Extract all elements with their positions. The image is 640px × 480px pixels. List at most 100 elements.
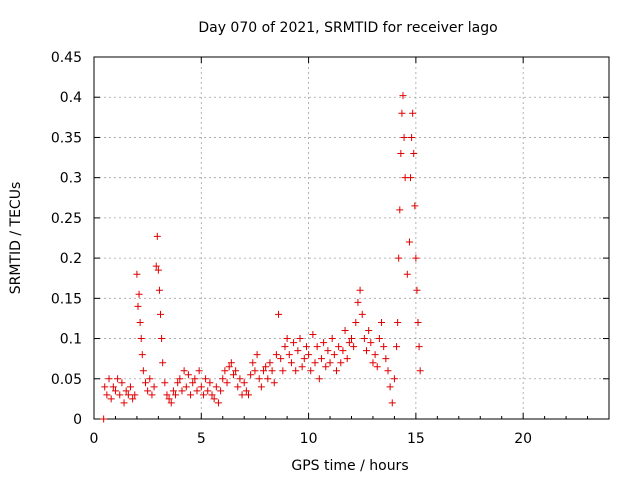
data-point (315, 375, 323, 383)
data-point (416, 367, 424, 375)
data-point (234, 383, 242, 391)
data-point (131, 391, 139, 399)
data-point (337, 359, 345, 367)
data-point (313, 343, 321, 351)
data-point (378, 318, 386, 326)
data-point (129, 395, 137, 403)
data-point (157, 310, 165, 318)
data-point (208, 391, 216, 399)
data-point (307, 367, 315, 375)
data-point (268, 367, 276, 375)
data-point (240, 379, 248, 387)
data-point (167, 399, 175, 407)
data-point (158, 335, 166, 343)
data-point (114, 375, 122, 383)
y-tick-label: 0.25 (51, 211, 82, 227)
data-point (363, 347, 371, 355)
data-point (393, 343, 401, 351)
x-tick-label: 20 (514, 431, 532, 447)
y-tick-label: 0.35 (51, 130, 82, 146)
data-point (247, 371, 255, 379)
x-axis: 0 5 10 15 20 (90, 57, 589, 447)
data-point (251, 367, 259, 375)
data-point (311, 359, 319, 367)
data-point (217, 387, 225, 395)
data-point (107, 395, 115, 403)
data-point (369, 359, 377, 367)
chart-title: Day 070 of 2021, SRMTID for receiver lag… (198, 20, 497, 36)
data-point (343, 355, 351, 363)
data-point (176, 375, 184, 383)
data-point (152, 262, 160, 270)
data-point (396, 206, 404, 214)
data-point (394, 318, 402, 326)
data-point (411, 202, 419, 210)
data-point (236, 375, 244, 383)
data-point (202, 375, 210, 383)
data-point (260, 367, 268, 375)
data-point (255, 375, 263, 383)
data-point (360, 335, 368, 343)
data-point (124, 391, 132, 399)
data-point (154, 266, 162, 274)
data-point (365, 327, 373, 335)
data-point (332, 367, 340, 375)
data-point (300, 355, 308, 363)
data-point (264, 375, 272, 383)
data-point (356, 286, 364, 294)
data-point (199, 391, 207, 399)
data-point (272, 351, 280, 359)
data-point (407, 174, 415, 182)
data-point (266, 359, 274, 367)
data-point (375, 335, 383, 343)
x-axis-label: GPS time / hours (291, 458, 408, 474)
data-point (223, 379, 231, 387)
data-point (354, 298, 362, 306)
y-axis: 0 0.05 0.1 0.15 0.2 0.25 0.3 0.35 0.4 0.45 (51, 50, 609, 428)
data-point (395, 254, 403, 262)
data-point (386, 383, 394, 391)
data-point (352, 318, 360, 326)
data-point (371, 351, 379, 359)
data-point (253, 351, 261, 359)
data-point (348, 335, 355, 343)
y-tick-label: 0 (73, 412, 82, 428)
data-point (219, 375, 227, 383)
data-point (116, 391, 124, 399)
data-point (120, 399, 128, 407)
data-point (238, 391, 246, 399)
data-point (367, 339, 375, 347)
data-point (189, 379, 197, 387)
data-point (103, 391, 111, 399)
data-point (380, 343, 388, 351)
data-point (388, 399, 396, 407)
data-point (408, 133, 416, 141)
data-point (403, 270, 411, 278)
y-axis-label: SRMTID / TECUs (8, 182, 24, 295)
data-point (210, 395, 218, 403)
data-point (373, 363, 381, 371)
data-point (390, 375, 398, 383)
data-point (399, 92, 407, 100)
data-point (330, 351, 338, 359)
y-tick-label: 0.05 (51, 372, 82, 388)
data-point (283, 335, 291, 343)
data-point (326, 359, 334, 367)
data-point (105, 375, 113, 383)
plot-frame (93, 56, 610, 420)
data-point (195, 367, 203, 375)
data-point (296, 335, 304, 343)
data-point (212, 383, 220, 391)
data-point (227, 359, 235, 367)
data-point (163, 391, 171, 399)
data-point (302, 343, 310, 351)
data-point (146, 375, 154, 383)
y-tick-label: 0.2 (60, 251, 82, 267)
data-point (320, 339, 328, 347)
data-point (148, 391, 156, 399)
data-point (324, 347, 332, 355)
data-point (142, 379, 149, 387)
data-point (249, 359, 257, 367)
data-point (135, 290, 143, 298)
data-point (341, 327, 349, 335)
